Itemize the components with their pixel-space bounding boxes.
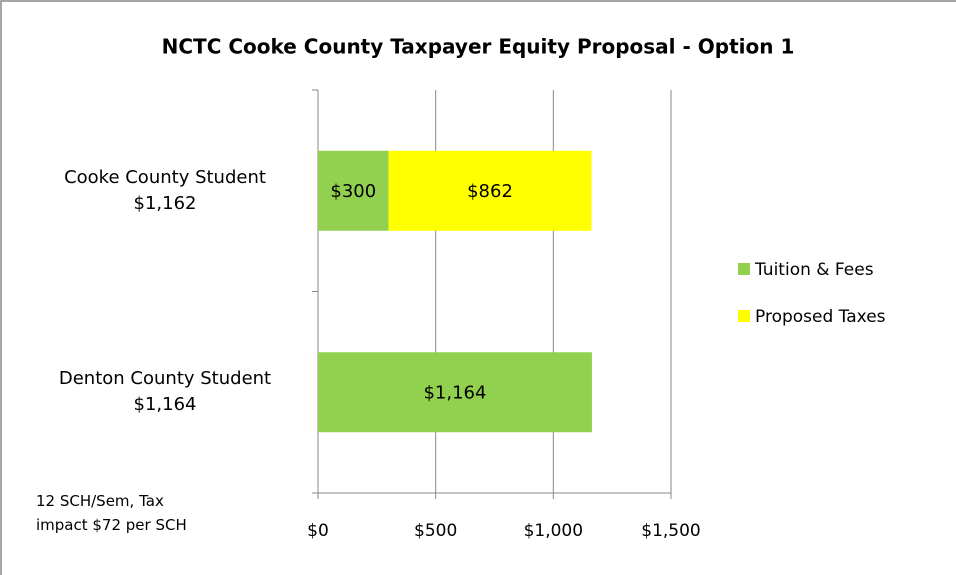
bar-segment <box>388 150 592 231</box>
bar-segment <box>318 352 592 433</box>
legend-label: Proposed Taxes <box>755 307 886 327</box>
y-tick-label: Cooke County Student $1,162 <box>64 166 266 214</box>
bar-segment <box>318 150 389 231</box>
legend-label: Tuition & Fees <box>754 260 874 280</box>
chart-title: NCTC Cooke County Taxpayer Equity Propos… <box>162 35 795 59</box>
y-tick-label: Denton County Student $1,164 <box>58 368 272 416</box>
data-label: $862 <box>467 181 513 202</box>
x-tick-label: $1,000 <box>524 521 583 541</box>
x-tick-label: $1,500 <box>641 521 700 541</box>
legend-swatch <box>738 263 750 275</box>
data-label: $1,164 <box>423 382 486 403</box>
annotation: 12 SCH/Sem, Tax impact $72 per SCH <box>36 492 187 534</box>
x-tick-label: $500 <box>414 521 457 541</box>
x-tick-label: $0 <box>307 521 329 541</box>
legend-swatch <box>738 310 750 322</box>
data-label: $300 <box>330 181 376 202</box>
